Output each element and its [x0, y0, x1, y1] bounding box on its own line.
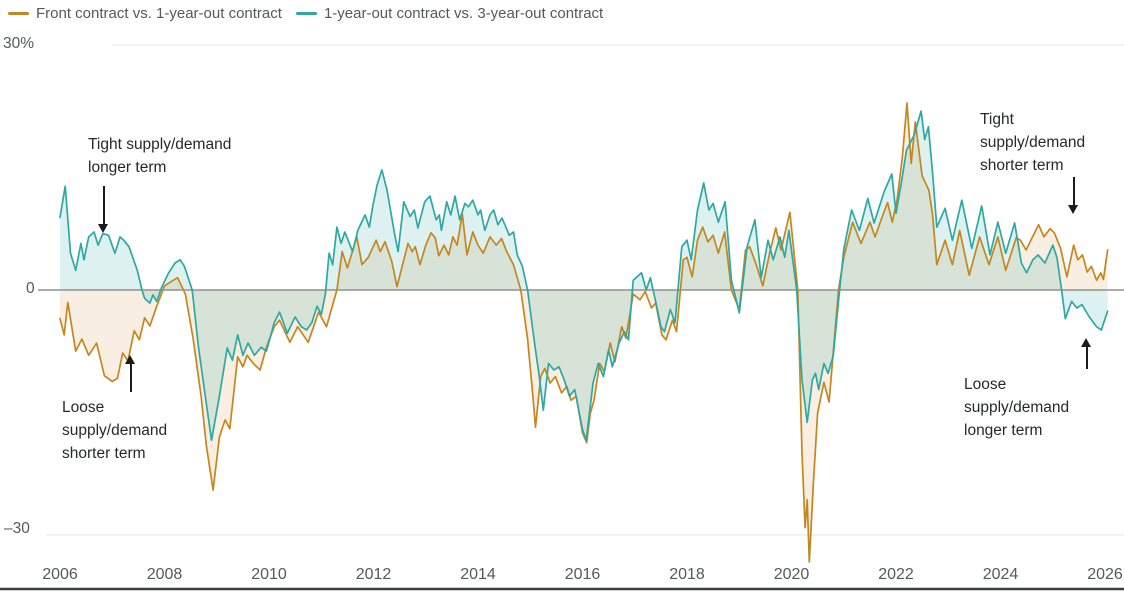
up-arrow-head-icon — [1081, 338, 1091, 347]
series-line-0 — [59, 102, 1109, 563]
annotation-line: Tight — [980, 111, 1014, 128]
annotation-line: Tight supply/demand — [88, 136, 232, 153]
annotation-loose-shorter-term: Loose supply/demand shorter term — [62, 396, 167, 465]
legend-item-front-vs-1y: Front contract vs. 1-year-out contract — [8, 5, 282, 22]
down-arrow-head-icon — [98, 224, 108, 233]
y-tick-label-30: 30% — [3, 35, 35, 52]
series-line-1 — [59, 110, 1109, 442]
legend-item-1y-vs-3y: 1-year-out contract vs. 3-year-out contr… — [295, 5, 604, 22]
y-tick-label-0: 0 — [26, 280, 35, 297]
up-arrow-icon — [130, 363, 132, 392]
down-arrow-icon — [103, 186, 105, 224]
series-area-1 — [60, 111, 1108, 441]
up-arrow-head-icon — [125, 355, 135, 364]
legend-swatch-orange-icon — [8, 12, 29, 15]
annotation-line: longer term — [964, 422, 1043, 439]
annotation-line: longer term — [88, 159, 167, 176]
legend: Front contract vs. 1-year-out contract 1… — [8, 5, 603, 22]
annotation-line: shorter term — [62, 445, 146, 462]
annotation-line: Loose — [964, 376, 1007, 393]
legend-label-1y-vs-3y: 1-year-out contract vs. 3-year-out contr… — [323, 5, 604, 22]
annotation-line: supply/demand — [980, 134, 1086, 151]
series-area-0 — [60, 103, 1108, 562]
annotation-line: Loose — [62, 399, 105, 416]
down-arrow-icon — [1073, 177, 1075, 206]
annotation-loose-longer-term: Loose supply/demand longer term — [964, 373, 1069, 442]
y-tick-label-minus30: –30 — [4, 520, 30, 537]
annotation-tight-longer-term: Tight supply/demand longer term — [88, 133, 231, 179]
annotation-tight-shorter-term: Tight supply/demand shorter term — [980, 108, 1085, 177]
annotation-line: supply/demand — [964, 399, 1070, 416]
legend-label-front-vs-1y: Front contract vs. 1-year-out contract — [36, 5, 282, 22]
legend-swatch-teal-icon — [295, 12, 317, 15]
annotation-line: supply/demand — [62, 422, 168, 439]
annotation-line: shorter term — [980, 157, 1064, 174]
down-arrow-head-icon — [1068, 205, 1078, 214]
up-arrow-icon — [1086, 346, 1088, 369]
